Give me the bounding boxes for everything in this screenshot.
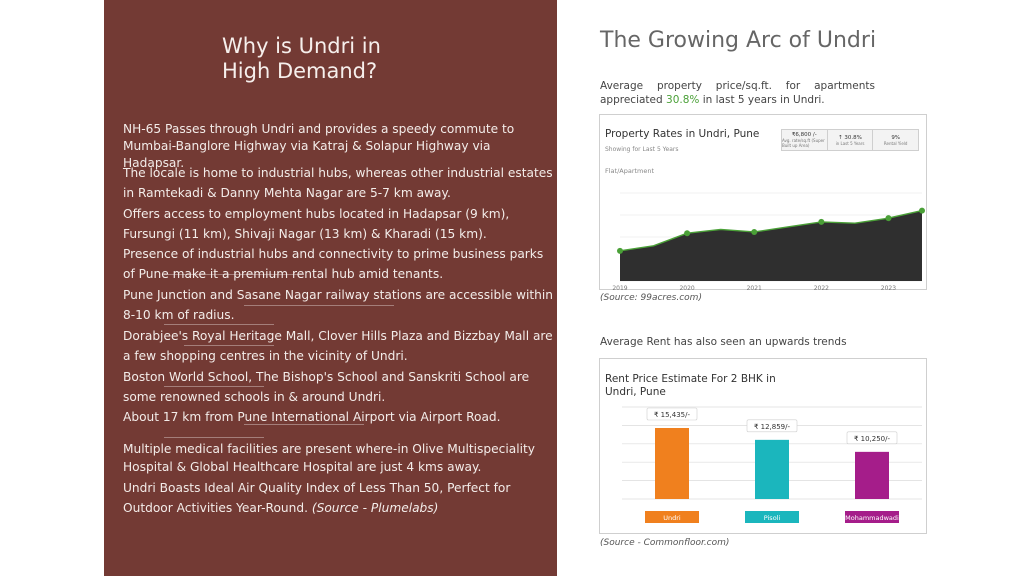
category-label: Mohammadwadi xyxy=(845,514,899,522)
point-highway: NH-65 Passes through Undri and provides … xyxy=(123,122,515,170)
property-rates-title: Property Rates in Undri, Pune xyxy=(605,128,760,140)
point-business-parks: Presence of industrial hubs and connecti… xyxy=(123,247,544,281)
point-shopping: Dorabjee's Royal Heritage Mall, Clover H… xyxy=(123,329,553,363)
air-quality-text: Undri Boasts Ideal Air Quality Index of … xyxy=(123,481,511,515)
divider-line xyxy=(244,424,364,425)
category-label-box xyxy=(845,511,899,523)
right-title: The Growing Arc of Undri xyxy=(600,28,877,53)
left-title-line1: Why is Undri in xyxy=(222,34,381,58)
point-employment: Offers access to employment hubs located… xyxy=(123,207,510,241)
property-rates-card: Property Rates in Undri, Pune Showing fo… xyxy=(599,114,927,291)
value-label-box xyxy=(846,431,898,445)
air-quality-source: (Source - Plumelabs) xyxy=(311,501,439,515)
value-label-box xyxy=(646,407,698,421)
property-category: Flat/Apartment xyxy=(605,167,655,175)
stat-value: 9% xyxy=(891,134,901,141)
left-title-line2: High Demand? xyxy=(222,59,378,83)
stat-growth: ↑ 30.8% in Last 5 Years xyxy=(828,130,874,150)
point-medical: Multiple medical facilities are present … xyxy=(123,442,535,474)
data-point xyxy=(617,247,623,254)
point-air-quality: Undri Boasts Ideal Air Quality Index of … xyxy=(123,478,553,518)
value-label-box xyxy=(746,419,798,433)
stat-label: in Last 5 Years xyxy=(835,140,865,146)
stat-label: Rental Yield xyxy=(883,140,908,146)
rent-estimate-card: Rent Price Estimate For 2 BHK in Undri, … xyxy=(599,358,927,534)
divider-line xyxy=(244,305,394,306)
category-label: Pisoli xyxy=(764,514,781,522)
bar xyxy=(755,439,789,499)
divider-line xyxy=(164,437,264,438)
rent-heading: Average Rent has also seen an upwards tr… xyxy=(600,336,847,348)
category-label: Undri xyxy=(663,514,681,522)
x-tick-label: 2022 xyxy=(814,285,829,291)
x-tick-label: 2020 xyxy=(679,285,694,291)
property-rates-chart: 2019 2020 2021 2022 2023 xyxy=(612,192,925,291)
data-point xyxy=(885,215,892,222)
stat-value: ↑ 30.8% xyxy=(838,134,862,141)
value-label: ₹ 15,435/- xyxy=(654,411,691,419)
stat-yield: 9% Rental Yield xyxy=(873,130,918,150)
stat-label: Avg. rate/sq.ft (Super Built up Area) xyxy=(782,138,825,148)
intro-post: in last 5 years in Undri. xyxy=(699,94,825,106)
point-airport: About 17 km from Pune International Airp… xyxy=(123,410,501,424)
area-fill xyxy=(620,210,922,281)
appreciation-text: Average property price/sq.ft. for apartm… xyxy=(600,79,875,107)
intro-percent: 30.8% xyxy=(666,94,700,106)
bar xyxy=(855,451,889,499)
left-title: Why is Undri in High Demand? xyxy=(222,34,442,84)
category-label-box xyxy=(745,511,799,523)
data-point xyxy=(818,218,825,225)
source-commonfloor: (Source - Commonfloor.com) xyxy=(600,538,730,548)
left-panel: Why is Undri in High Demand? NH-65 Passe… xyxy=(104,0,557,576)
divider-line xyxy=(164,274,304,275)
value-label: ₹ 12,859/- xyxy=(754,423,791,431)
rent-chart-title: Rent Price Estimate For 2 BHK in Undri, … xyxy=(605,373,776,398)
stat-value: ₹6,800 /- xyxy=(791,132,817,138)
x-tick-label: 2019 xyxy=(612,285,627,291)
divider-line xyxy=(164,386,264,387)
x-tick-label: 2023 xyxy=(881,285,896,291)
series-line xyxy=(619,209,923,252)
property-rates-subtitle: Showing for Last 5 Years xyxy=(605,146,679,153)
point-schools: Boston World School, The Bishop's School… xyxy=(123,370,530,404)
bar xyxy=(655,427,689,499)
point-railway: Pune Junction and Sasane Nagar railway s… xyxy=(123,288,553,322)
value-label: ₹ 10,250/- xyxy=(854,435,891,443)
intro-pre: Average property price/sq.ft. for apartm… xyxy=(600,80,875,106)
x-tick-label: 2021 xyxy=(747,285,762,291)
category-label-box xyxy=(645,511,699,523)
data-point xyxy=(751,228,758,235)
data-point xyxy=(919,207,925,214)
property-stats: ₹6,800 /- Avg. rate/sq.ft (Super Built u… xyxy=(781,129,919,151)
divider-line xyxy=(164,324,274,325)
source-99acres: (Source: 99acres.com) xyxy=(600,293,702,303)
divider-line xyxy=(184,345,274,346)
stat-avg-rate: ₹6,800 /- Avg. rate/sq.ft (Super Built u… xyxy=(782,130,828,150)
data-point xyxy=(684,230,691,237)
rent-bar-chart: ₹ 15,435/- Undri ₹ 12,859/- Pisoli ₹ 10,250/… xyxy=(622,406,922,523)
point-industrial: The locale is home to industrial hubs, w… xyxy=(123,166,553,200)
